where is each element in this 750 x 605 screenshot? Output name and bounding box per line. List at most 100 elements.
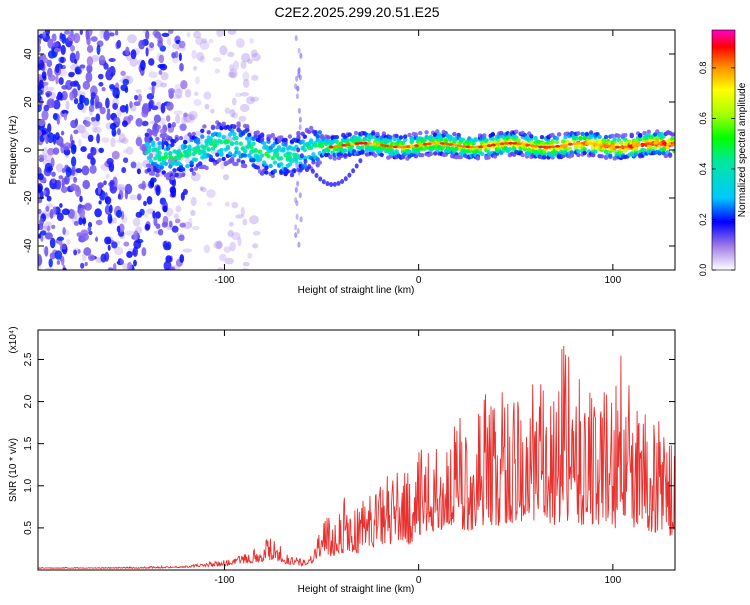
heatmap-cell (42, 31, 47, 39)
heatmap-cell (157, 141, 162, 146)
heatmap-cell (165, 176, 171, 181)
heatmap-cell (73, 32, 81, 44)
heatmap-cell (178, 135, 184, 141)
heatmap-cell (172, 57, 179, 64)
heatmap-cell (189, 167, 194, 173)
heatmap-cell (563, 143, 569, 147)
heatmap-cell (529, 134, 534, 139)
heatmap-cell (638, 133, 643, 138)
heatmap-cell (435, 141, 441, 145)
heatmap-cell (55, 64, 60, 74)
heatmap-cell (403, 137, 408, 142)
heatmap-cell (52, 112, 58, 121)
heatmap-cell (159, 117, 166, 125)
heatmap-cell (155, 185, 161, 196)
heatmap-cell (206, 201, 213, 207)
heatmap-cell (245, 136, 250, 141)
heatmap-cell (155, 173, 160, 178)
colorbar-tick-label: 0.2 (698, 213, 708, 226)
heatmap-cell (653, 141, 659, 145)
heatmap-cell (321, 179, 326, 185)
heatmap-cell (87, 221, 93, 228)
heatmap-cell (43, 190, 47, 195)
heatmap-cell (264, 165, 269, 170)
heatmap-cell (91, 126, 98, 133)
heatmap-cell (251, 52, 261, 62)
colorbar-tick-label: 0.8 (698, 62, 708, 75)
heatmap-cell (109, 179, 115, 187)
heatmap-cell (234, 140, 239, 146)
heatmap-cell (281, 148, 286, 153)
heatmap-cell (210, 108, 215, 114)
heatmap-cell (220, 161, 225, 170)
heatmap-cell (559, 144, 565, 148)
heatmap-cell (452, 131, 457, 137)
heatmap-cell (576, 131, 581, 136)
heatmap-cell (60, 56, 65, 63)
heatmap-cell (505, 135, 510, 140)
heatmap-cell (68, 71, 76, 77)
heatmap-cell (253, 148, 258, 153)
heatmap-cell (86, 45, 94, 53)
heatmap-cell (188, 217, 193, 226)
heatmap-cell (75, 50, 80, 61)
heatmap-cell (318, 176, 323, 182)
heatmap-cell (231, 201, 239, 209)
heatmap-cell (270, 132, 275, 138)
heatmap-cell (287, 151, 293, 156)
heatmap-cell (137, 93, 142, 103)
y-tick-label: 2.0 (23, 394, 34, 408)
heatmap-cell (362, 141, 368, 145)
snr-ticks: -100 0 100 0.5 1.0 1.5 2.0 2.5 (23, 330, 675, 586)
heatmap-cell (174, 172, 179, 178)
heatmap-cell (603, 149, 609, 154)
heatmap-cell (227, 71, 235, 78)
heatmap-cell (149, 42, 155, 49)
heatmap-cell (375, 143, 381, 147)
heatmap-cell (158, 70, 163, 75)
heatmap-cell (589, 142, 595, 146)
heatmap-cell (52, 147, 60, 155)
heatmap-cell (486, 155, 491, 160)
heatmap-cell (129, 57, 138, 67)
heatmap-cell (121, 167, 127, 174)
heatmap-cell (69, 91, 75, 101)
heatmap-cell (230, 128, 235, 134)
heatmap-cell (75, 186, 82, 198)
heatmap-cell (73, 176, 78, 183)
heatmap-cell (56, 236, 65, 241)
heatmap-cell (347, 172, 352, 178)
heatmap-cell (473, 137, 478, 142)
heatmap-cell (486, 144, 492, 148)
heatmap-cell (264, 170, 269, 175)
heatmap-cell (491, 143, 497, 147)
heatmap-cell (311, 152, 316, 157)
heatmap-cell (73, 129, 79, 135)
heatmap-cell (482, 144, 488, 148)
heatmap-cell (75, 68, 81, 75)
heatmap-cell (170, 176, 175, 181)
heatmap-cell (469, 145, 475, 149)
heatmap-cell (298, 124, 302, 131)
heatmap-cell (38, 185, 43, 194)
heatmap-cell (80, 262, 85, 269)
heatmap-cell (146, 167, 152, 173)
heatmap-cell (171, 121, 176, 128)
heatmap-cell (353, 130, 359, 136)
heatmap-cell (371, 131, 376, 136)
heatmap-cell (252, 243, 259, 249)
heatmap-cell (38, 104, 42, 113)
heatmap-cell (193, 30, 202, 39)
x-tick-label: 100 (605, 275, 622, 286)
heatmap-cell (84, 261, 88, 267)
heatmap-cell (111, 127, 117, 137)
heatmap-cell (87, 152, 94, 160)
heatmap-cell (405, 145, 411, 149)
heatmap-cell (93, 126, 102, 134)
heatmap-cell (297, 107, 301, 114)
heatmap-cell (157, 124, 161, 130)
heatmap-cell (350, 142, 356, 146)
x-tick-label: 0 (416, 275, 422, 286)
heatmap-cell (259, 153, 265, 158)
heatmap-cell (234, 135, 239, 141)
